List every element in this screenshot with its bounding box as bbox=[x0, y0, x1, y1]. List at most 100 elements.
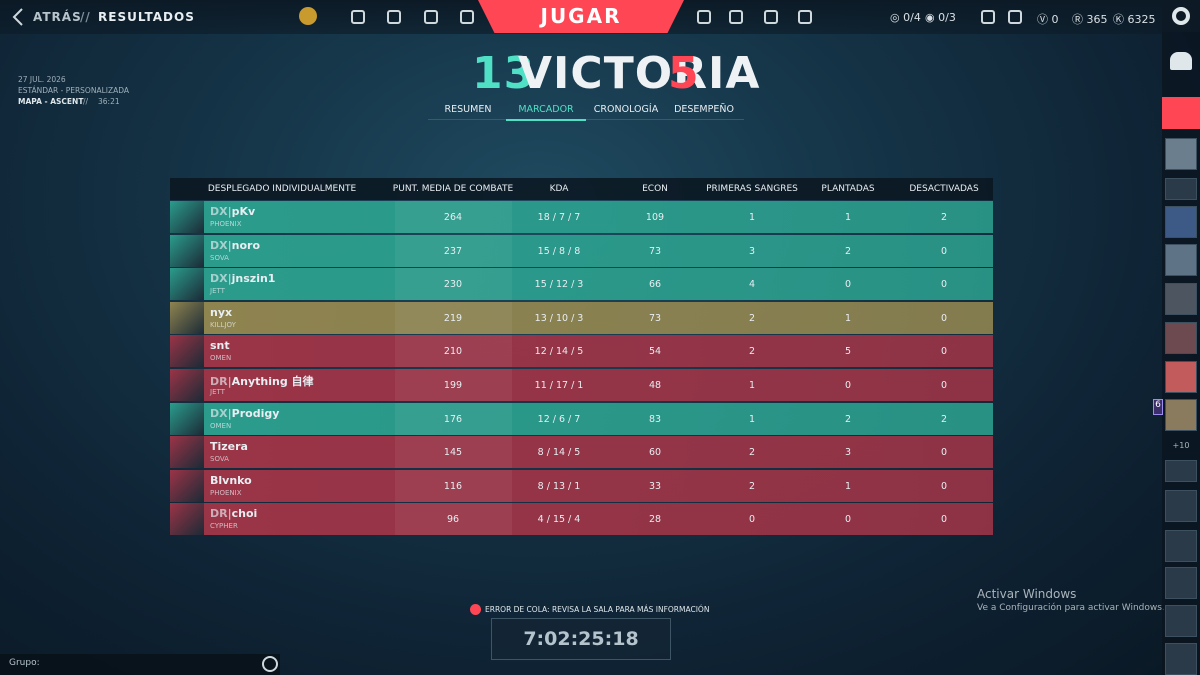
acs-highlight bbox=[395, 436, 512, 469]
agent-portrait bbox=[170, 469, 204, 502]
friend-avatar[interactable] bbox=[1165, 530, 1197, 562]
battlepass-icon[interactable] bbox=[424, 10, 438, 24]
team-tag: DX bbox=[210, 238, 228, 252]
friend-avatar[interactable] bbox=[1165, 244, 1197, 276]
group-chat-bar[interactable] bbox=[0, 654, 280, 675]
friend-avatar[interactable] bbox=[1165, 490, 1197, 522]
friend-avatar[interactable] bbox=[1165, 399, 1197, 431]
team-tag: DX bbox=[210, 272, 228, 286]
agent-name: PHOENIX bbox=[210, 488, 242, 497]
back-arrow[interactable] bbox=[12, 8, 24, 26]
player-row[interactable]: DX|pKv PHOENIX 264 18 / 7 / 7 109 1 1 2 bbox=[170, 201, 993, 233]
agent-name: KILLJOY bbox=[210, 320, 236, 329]
match-duration: 36:21 bbox=[98, 97, 120, 106]
tab[interactable]: DESEMPEÑO bbox=[664, 104, 744, 120]
chat-icon[interactable] bbox=[262, 656, 278, 672]
back-button[interactable]: ATRÁS bbox=[33, 10, 82, 24]
weekly-missions[interactable]: ◉ 0/3 bbox=[925, 11, 956, 24]
radianite-balance[interactable]: Ⓡ 365 bbox=[1072, 11, 1108, 27]
friend-avatar[interactable] bbox=[1165, 643, 1197, 675]
stat-first-bloods: 2 bbox=[748, 480, 756, 492]
stat-defuses: 0 bbox=[940, 480, 948, 492]
player-name-text: jnszin1 bbox=[231, 272, 276, 286]
queue-error: ERROR DE COLA: REVISA LA SALA PARA MÁS I… bbox=[485, 605, 710, 614]
stat-first-bloods: 1 bbox=[748, 212, 756, 223]
friend-avatar[interactable] bbox=[1165, 361, 1197, 393]
player-row[interactable]: DX|noro SOVA 237 15 / 8 / 8 73 3 2 0 bbox=[170, 234, 993, 267]
tab[interactable]: CRONOLOGÍA bbox=[586, 104, 666, 120]
column-header: PUNT. MEDIA DE COMBATE bbox=[392, 184, 514, 194]
social-icon[interactable] bbox=[1008, 10, 1022, 24]
friend-avatar[interactable] bbox=[1165, 138, 1197, 170]
alert-tab[interactable] bbox=[1162, 97, 1200, 129]
stat-plants: 0 bbox=[844, 279, 852, 291]
stat-defuses: 0 bbox=[940, 380, 948, 391]
friends-icon[interactable] bbox=[1170, 52, 1192, 70]
career-icon[interactable] bbox=[387, 10, 401, 24]
player-name-text: nyx bbox=[210, 305, 233, 319]
tab[interactable]: RESUMEN bbox=[428, 104, 508, 120]
alert-icon[interactable] bbox=[299, 7, 317, 25]
more-friends[interactable]: +10 bbox=[1172, 441, 1190, 450]
radianite-value: 365 bbox=[1086, 13, 1108, 26]
stat-defuses: 0 bbox=[940, 447, 948, 459]
column-header: PLANTADAS bbox=[821, 184, 875, 194]
store-icon[interactable] bbox=[764, 10, 778, 24]
stat-first-bloods: 2 bbox=[748, 346, 756, 358]
stat-defuses: 0 bbox=[940, 279, 948, 291]
agent-name: JETT bbox=[210, 388, 225, 396]
collection-icon[interactable] bbox=[729, 10, 743, 24]
home-icon[interactable] bbox=[351, 10, 365, 24]
tag-divider: | bbox=[227, 406, 232, 420]
friend-avatar[interactable] bbox=[1165, 605, 1197, 637]
acs-highlight bbox=[395, 335, 512, 368]
stat-defuses: 0 bbox=[940, 312, 948, 324]
tag-divider: | bbox=[227, 507, 232, 521]
stat-econ: 33 bbox=[648, 480, 662, 492]
column-header: DESACTIVADAS bbox=[909, 184, 979, 194]
agent-portrait bbox=[170, 436, 204, 469]
radianite-icon: Ⓡ bbox=[1072, 13, 1087, 26]
player-name: DX|pKv bbox=[210, 205, 255, 218]
kingdom-balance[interactable]: Ⓚ 6325 bbox=[1113, 11, 1156, 27]
group-label: Grupo: bbox=[9, 658, 40, 668]
rank-icon[interactable] bbox=[798, 10, 812, 24]
acs-highlight bbox=[395, 503, 512, 536]
player-row[interactable]: DX|jnszin1 JETT 230 15 / 12 / 3 66 4 0 0 bbox=[170, 268, 993, 301]
agent-portrait bbox=[170, 503, 204, 536]
player-name: Tizera bbox=[210, 440, 248, 453]
stat-first-bloods: 1 bbox=[748, 380, 756, 391]
stat-defuses: 0 bbox=[940, 245, 948, 257]
friend-avatar[interactable] bbox=[1165, 283, 1197, 315]
stat-defuses: 2 bbox=[940, 413, 948, 425]
acs-highlight bbox=[395, 268, 512, 301]
tab[interactable]: MARCADOR bbox=[506, 104, 586, 121]
stat-kda: 15 / 8 / 8 bbox=[537, 245, 581, 257]
stat-acs: 145 bbox=[443, 447, 463, 459]
player-row[interactable]: DR|choi CYPHER 96 4 / 15 / 4 28 0 0 0 bbox=[170, 503, 993, 536]
stat-econ: 109 bbox=[645, 212, 665, 223]
kingdom-value: 6325 bbox=[1127, 13, 1156, 26]
player-row[interactable]: DR|Anything 自律 JETT 199 11 / 17 / 1 48 1 0 0 bbox=[170, 369, 993, 401]
player-row[interactable]: DX|Prodigy OMEN 176 12 / 6 / 7 83 1 2 2 bbox=[170, 402, 993, 435]
esports-icon[interactable] bbox=[460, 10, 474, 24]
table-header bbox=[170, 178, 993, 200]
player-name: DR|Anything 自律 bbox=[210, 373, 314, 389]
agent-name: OMEN bbox=[210, 421, 232, 430]
player-row[interactable]: Tizera SOVA 145 8 / 14 / 5 60 2 3 0 bbox=[170, 436, 993, 469]
daily-missions[interactable]: ◎ 0/4 bbox=[890, 11, 921, 24]
agent-portrait bbox=[170, 335, 204, 368]
team-score: 13 bbox=[472, 48, 536, 99]
agents-icon[interactable] bbox=[697, 10, 711, 24]
vp-balance[interactable]: Ⓥ 0 bbox=[1037, 11, 1059, 27]
player-row[interactable]: nyx KILLJOY 219 13 / 10 / 3 73 2 1 0 bbox=[170, 301, 993, 334]
stat-kda: 11 / 17 / 1 bbox=[534, 380, 584, 391]
friend-avatar[interactable] bbox=[1165, 206, 1197, 238]
stat-acs: 237 bbox=[443, 245, 463, 257]
friend-avatar[interactable] bbox=[1165, 567, 1197, 599]
friend-avatar[interactable] bbox=[1165, 322, 1197, 354]
play-button[interactable]: JUGAR bbox=[478, 0, 684, 33]
player-row[interactable]: snt OMEN 210 12 / 14 / 5 54 2 5 0 bbox=[170, 335, 993, 368]
player-row[interactable]: Blvnko PHOENIX 116 8 / 13 / 1 33 2 1 0 bbox=[170, 469, 993, 502]
mail-icon[interactable] bbox=[981, 10, 995, 24]
